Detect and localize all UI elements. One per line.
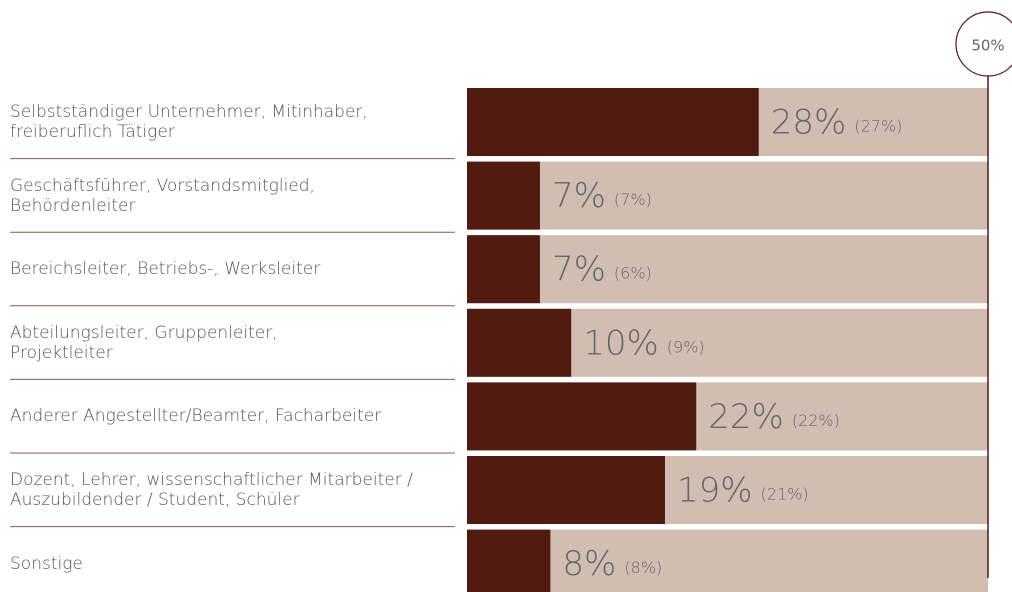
category-label: Dozent, Lehrer, wissenschaftlicher Mitar… [10, 470, 413, 510]
previous-value-label: (6%) [614, 264, 652, 283]
tick-circle [955, 11, 1012, 77]
bar-background [467, 161, 988, 230]
category-label: Geschäftsführer, Vorstandsmitglied, Behö… [10, 175, 315, 216]
category-label: Abteilungsleiter, Gruppenleiter, Projekt… [10, 322, 278, 363]
bar [467, 161, 540, 230]
previous-value-label: (22%) [792, 411, 840, 430]
previous-value-label: (27%) [854, 117, 902, 136]
previous-value-label: (8%) [624, 558, 662, 577]
previous-value-label: (21%) [761, 485, 809, 504]
value-label: 7% [552, 176, 606, 216]
bar [467, 382, 697, 451]
previous-value-label: (7%) [614, 190, 652, 209]
value-label: 22% [708, 397, 784, 437]
value-label: 19% [677, 471, 753, 511]
value-label: 7% [552, 250, 606, 290]
category-label: Selbstständiger Unternehmer, Mitinhaber,… [10, 102, 368, 142]
bar [467, 88, 759, 156]
category-label: Sonstige [10, 553, 83, 574]
value-label: 28% [771, 103, 847, 143]
category-label: Bereichsleiter, Betriebs-, Werksleiter [10, 259, 321, 280]
bar-background [467, 235, 988, 304]
tick-label: 50% [971, 37, 1004, 55]
value-label: 8% [562, 544, 616, 584]
bar [467, 235, 540, 304]
bar [467, 308, 572, 377]
category-label: Anderer Angestellter/Beamter, Facharbeit… [10, 406, 382, 427]
bar-background [467, 529, 988, 592]
bar [467, 456, 665, 524]
value-label: 10% [583, 323, 659, 363]
previous-value-label: (9%) [667, 337, 705, 356]
bar [467, 529, 551, 592]
